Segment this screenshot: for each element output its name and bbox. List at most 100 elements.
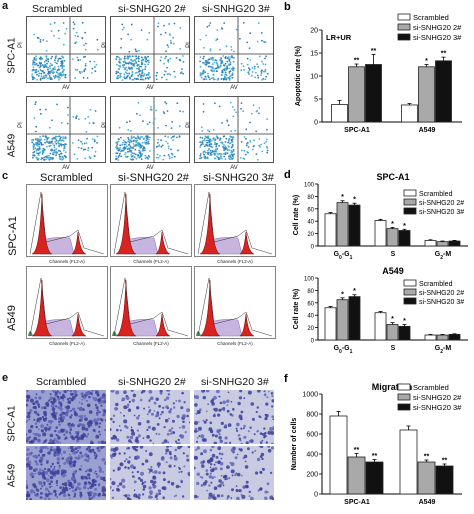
bar-S-0 bbox=[374, 220, 387, 247]
x-tick-label: A549 bbox=[419, 127, 436, 134]
x-tick-label: SPC-A1 bbox=[344, 127, 370, 134]
transwell-image-r0-c1 bbox=[110, 390, 190, 444]
legend-label-0: Scrambled bbox=[413, 13, 449, 22]
legend-swatch-0 bbox=[403, 279, 417, 287]
bar-A549-0 bbox=[399, 429, 418, 495]
chart-d-a549-cell-cycle: A549 0 20 40 60 80 100 Cell rate (%) * * G0-G1 * * S G… bbox=[293, 266, 468, 355]
transwell-image-r1-c0 bbox=[26, 446, 106, 500]
col-title-si2-e: si-SNHG20 2# bbox=[118, 376, 186, 388]
significance-mark: ** bbox=[372, 453, 378, 460]
significance-mark: * bbox=[391, 316, 394, 323]
bar-SPC-A1-0 bbox=[329, 415, 348, 495]
significance-mark: * bbox=[403, 318, 406, 325]
chart-f-migration: f Migration 0 200 400 600 800 1000 Number of cel… bbox=[284, 373, 462, 506]
legend-swatch-1 bbox=[403, 288, 417, 296]
axis-label-pi: PI bbox=[17, 42, 24, 48]
x-tick-label: G0-G1 bbox=[334, 251, 353, 261]
y-tick-label: 80 bbox=[307, 289, 314, 295]
legend-swatch-2 bbox=[403, 297, 417, 305]
dot-plot-r1-c1: AV bbox=[110, 96, 190, 170]
legend-swatch-0 bbox=[403, 189, 417, 197]
bar-SPC-A1-1 bbox=[347, 456, 366, 495]
bar-A549-0 bbox=[401, 104, 418, 123]
axis-label-av: AV bbox=[146, 85, 154, 90]
significance-mark: ** bbox=[442, 458, 448, 465]
y-tick-label: 60 bbox=[307, 207, 314, 213]
legend-label-0: Scrambled bbox=[413, 383, 449, 392]
panel-label-e: e bbox=[2, 372, 9, 384]
bar-SPC-A1-2 bbox=[365, 461, 384, 495]
x-tick-label: S bbox=[391, 251, 396, 258]
axis-label-pi: PI bbox=[101, 42, 108, 48]
histogram-r0-c2: Channels (FL2-A) bbox=[194, 184, 276, 264]
panel-label-b: b bbox=[284, 1, 291, 13]
legend-swatch-1 bbox=[397, 23, 411, 31]
row-label-a549-a: A549 bbox=[6, 133, 18, 158]
significance-mark: ** bbox=[354, 58, 360, 65]
legend-swatch-1 bbox=[403, 198, 417, 206]
y-tick-label: 0 bbox=[311, 245, 315, 251]
legend-label-1: si-SNHG20 2# bbox=[413, 23, 462, 32]
y-tick-label: 20 bbox=[307, 232, 314, 238]
col-title-scrambled-c: Scrambled bbox=[40, 172, 93, 184]
panel-label-c: c bbox=[2, 170, 9, 182]
y-tick-label: 10 bbox=[310, 74, 318, 81]
y-axis-label: Cell rate (%) bbox=[293, 195, 300, 235]
dot-plot-r0-c0: AV bbox=[26, 16, 106, 90]
bar-SPC-A1-2 bbox=[365, 64, 382, 123]
row-label-a549-c: A549 bbox=[6, 305, 18, 331]
significance-mark: * bbox=[353, 197, 356, 204]
y-tick-label: 200 bbox=[306, 472, 318, 479]
col-title-si3-a: si-SNHG20 3# bbox=[202, 3, 270, 15]
bar-S-1 bbox=[386, 324, 399, 341]
chart-title: SPC-A1 bbox=[376, 172, 409, 182]
bar-G0-G1-2 bbox=[348, 204, 361, 247]
axis-label-channels: Channels (FL2-A) bbox=[217, 259, 253, 264]
legend-swatch-2 bbox=[397, 403, 411, 411]
significance-mark: ** bbox=[441, 51, 447, 58]
chart-b-apoptosis: b LR+UR 0 5 10 15 20 Apoptotic rate (%) ** ** SPC-… bbox=[284, 1, 462, 134]
transwell-image-r0-c2 bbox=[194, 390, 274, 444]
legend-swatch-2 bbox=[397, 33, 411, 41]
y-tick-label: 80 bbox=[307, 195, 314, 201]
bar-G0-G1-1 bbox=[336, 202, 349, 247]
row-label-spca1-a: SPC-A1 bbox=[6, 37, 18, 74]
y-axis-label: Apoptotic rate (%) bbox=[295, 46, 302, 106]
panel-label-f: f bbox=[284, 373, 288, 385]
row-label-a549-e: A549 bbox=[6, 463, 18, 488]
legend-swatch-2 bbox=[403, 207, 417, 215]
legend-label-2: si-SNHG20 3# bbox=[419, 209, 464, 216]
significance-mark: * bbox=[353, 288, 356, 295]
y-tick-label: 0 bbox=[311, 339, 315, 345]
bar-S-2 bbox=[398, 325, 411, 341]
y-tick-label: 600 bbox=[306, 432, 318, 439]
bar-G2-M-2 bbox=[448, 240, 461, 247]
panel-label-d: d bbox=[284, 169, 291, 181]
chart-annotation: LR+UR bbox=[326, 33, 352, 42]
bar-G0-G1-2 bbox=[348, 296, 361, 341]
dot-plot-r1-c2: AV bbox=[194, 96, 274, 170]
histogram-r1-c1: Channels (FL2-A) bbox=[110, 266, 192, 346]
bar-G2-M-0 bbox=[424, 240, 437, 247]
bar-S-0 bbox=[374, 312, 387, 341]
y-tick-label: 0 bbox=[314, 120, 318, 127]
legend-label-1: si-SNHG20 2# bbox=[419, 200, 464, 207]
axis-label-pi: PI bbox=[101, 122, 108, 128]
legend-label-0: Scrambled bbox=[419, 281, 453, 288]
col-title-si2-a: si-SNHG20 2# bbox=[118, 3, 186, 15]
y-tick-label: 20 bbox=[307, 326, 314, 332]
x-tick-label: SPC-A1 bbox=[344, 499, 370, 506]
bar-SPC-A1-1 bbox=[348, 66, 365, 123]
y-tick-label: 40 bbox=[307, 314, 314, 320]
axis-label-channels: Channels (FL2-A) bbox=[49, 259, 85, 264]
bar-G0-G1-1 bbox=[336, 299, 349, 341]
y-tick-label: 400 bbox=[306, 452, 318, 459]
transwell-image-r1-c1 bbox=[110, 446, 190, 500]
legend-swatch-0 bbox=[397, 13, 411, 21]
chart-title: A549 bbox=[382, 266, 404, 276]
col-title-si3-c: si-SNHG20 3# bbox=[203, 172, 274, 184]
histogram-r0-c0: Channels (FL2-A) bbox=[26, 184, 108, 264]
x-tick-label: S bbox=[391, 345, 396, 352]
col-title-scrambled-e: Scrambled bbox=[36, 376, 87, 388]
bar-S-2 bbox=[398, 230, 411, 247]
